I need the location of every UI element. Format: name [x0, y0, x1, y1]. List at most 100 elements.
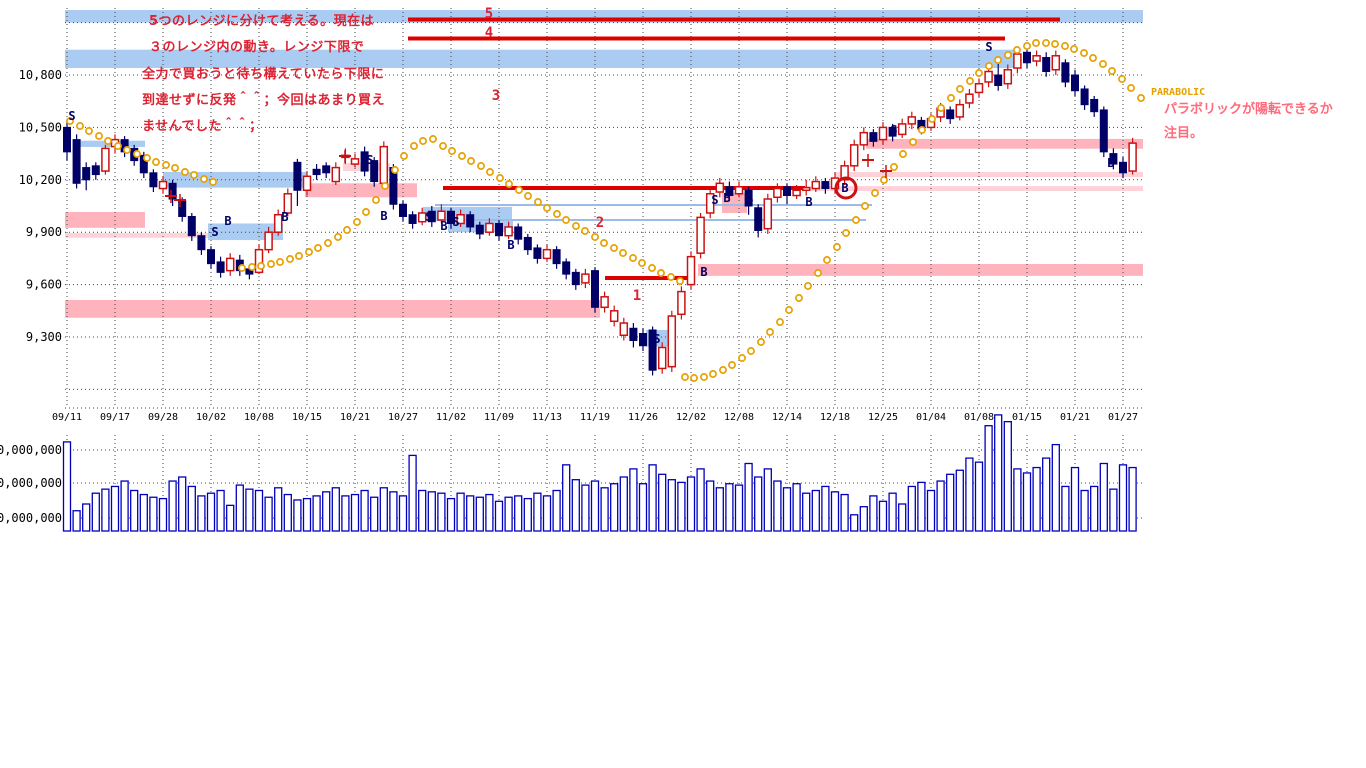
sar-dot [890, 163, 898, 171]
cross-marks-layer [165, 150, 892, 207]
svg-text:10/27: 10/27 [388, 412, 418, 423]
candle-down [783, 186, 791, 197]
candle-up [696, 216, 705, 254]
volume-bar [485, 493, 494, 532]
annotation-note-line: 5つのレンジに分けて考える。現在は [149, 14, 375, 29]
candle-up [609, 310, 619, 323]
sar-dot [448, 147, 456, 155]
sar-dot [610, 244, 618, 252]
sar-dot [286, 255, 294, 263]
svg-text:4: 4 [485, 25, 493, 41]
sar-dot [899, 150, 907, 158]
volume-bar [264, 496, 273, 532]
svg-text:1: 1 [633, 288, 641, 304]
sar-dot [200, 175, 208, 183]
volume-bar [562, 464, 571, 532]
candle-up [331, 166, 341, 183]
volume-bar [322, 491, 331, 532]
sar-dot [823, 256, 831, 264]
volume-bar [475, 496, 484, 532]
parabolic-sar-layer [66, 39, 1145, 382]
volume-bar [331, 487, 340, 532]
volume-bar [610, 483, 619, 532]
volume-bar [792, 483, 801, 532]
candle-down [408, 214, 417, 224]
candle-down [648, 329, 657, 371]
sar-dot [975, 69, 983, 77]
svg-text:11/09: 11/09 [484, 412, 514, 423]
candle-down [466, 214, 475, 228]
svg-text:B: B [380, 209, 387, 223]
volume-bar [283, 493, 292, 532]
svg-text:10/15: 10/15 [292, 412, 322, 423]
sar-dot [429, 135, 437, 143]
candle-down [447, 210, 455, 224]
sar-dot [95, 132, 103, 140]
candle-down [475, 224, 484, 235]
candle-down [571, 271, 580, 286]
sar-dot [171, 164, 179, 172]
volume-bar [936, 480, 945, 532]
range-band [722, 192, 747, 213]
range-band [163, 171, 307, 188]
volume-bar [1013, 468, 1022, 532]
volume-bar [542, 495, 552, 532]
sar-dot [738, 354, 746, 362]
candle-up [677, 290, 686, 316]
sar-dot [419, 137, 427, 145]
svg-text:01/08: 01/08 [964, 412, 994, 423]
sar-dot [804, 282, 812, 290]
svg-text:S: S [653, 332, 660, 346]
volume-bar [590, 480, 600, 532]
candle-down [207, 249, 215, 265]
volume-bar [1118, 464, 1128, 532]
sar-dot [909, 138, 917, 146]
sar-dot [114, 142, 122, 150]
svg-text:3: 3 [492, 88, 500, 104]
candle-down [552, 249, 561, 265]
candle-down [399, 203, 407, 217]
candle-down [994, 74, 1003, 86]
volume-bar [581, 484, 590, 532]
candle-down [629, 327, 638, 341]
sar-dot [861, 202, 869, 210]
candle-down [139, 154, 148, 174]
sar-dot [410, 142, 418, 150]
candle-down [744, 189, 753, 207]
volume-bar [773, 480, 782, 532]
candle-down [82, 167, 91, 181]
sar-dot [515, 186, 523, 194]
candle-up [965, 93, 974, 104]
candle-down [1109, 153, 1118, 165]
candle-up [264, 231, 273, 251]
volume-bar [1042, 457, 1051, 532]
candle-down [322, 165, 331, 174]
svg-text:12/25: 12/25 [868, 412, 898, 423]
candle-up [859, 131, 869, 146]
sar-dot [486, 168, 494, 176]
range-number-labels: 5 4 3 2 1 [485, 6, 641, 304]
svg-text:11/13: 11/13 [532, 412, 562, 423]
range-bands-layer [65, 10, 1143, 347]
sar-dot [181, 168, 189, 176]
candle-down [149, 172, 158, 188]
candle-up [907, 116, 917, 125]
sar-dot [581, 227, 589, 235]
volume-bar [398, 495, 408, 532]
sar-dot [880, 176, 888, 184]
volume-bar [725, 483, 734, 532]
svg-text:S: S [211, 225, 218, 239]
sar-dot [747, 347, 755, 355]
sar-dot [947, 94, 955, 102]
volume-bar [1061, 485, 1070, 532]
range-band [65, 233, 208, 238]
svg-text:09/28: 09/28 [148, 412, 178, 423]
volume-bar [360, 489, 369, 532]
sar-dot [1089, 54, 1097, 62]
sar-dot [785, 306, 793, 314]
volume-bar [974, 461, 984, 532]
sar-dot [1127, 84, 1135, 92]
candle-up [619, 322, 629, 337]
volume-bar [1003, 420, 1012, 532]
candle-up [705, 193, 715, 214]
